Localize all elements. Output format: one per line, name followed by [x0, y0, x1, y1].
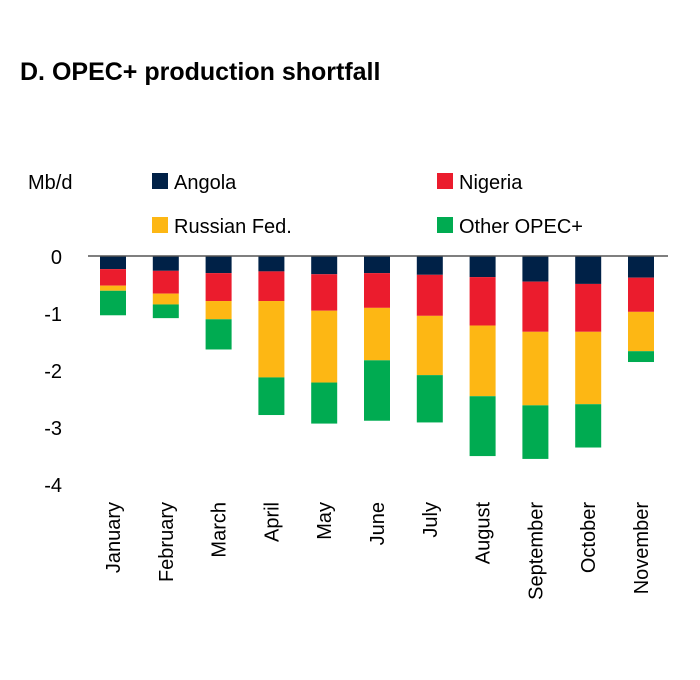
x-tick-label: November [631, 502, 653, 595]
x-tick-label: January [103, 502, 125, 573]
y-axis-ticks: 0 -1 -2 -3 -4 [44, 247, 62, 497]
x-tick-label: June [367, 502, 389, 545]
bar-nigeria-february [152, 270, 179, 294]
bar-nigeria-september [522, 281, 549, 332]
bar-other-opec--june [364, 360, 390, 421]
bar-nigeria-november [628, 277, 654, 312]
x-tick-label: February [156, 502, 178, 582]
bar-other-opec--october [575, 404, 602, 448]
y-axis-label: Mb/d [28, 172, 72, 194]
bar-angola-november [628, 256, 654, 278]
legend: Angola Nigeria Russian Fed. Other OPEC+ [152, 172, 583, 238]
bar-nigeria-april [258, 271, 285, 302]
x-tick-label: July [420, 502, 442, 538]
bars [100, 256, 654, 459]
bar-other-opec--april [258, 377, 285, 416]
legend-swatch [152, 173, 168, 189]
bar-other-opec--january [100, 290, 126, 316]
bar-russian-fed--may [311, 310, 338, 383]
bar-angola-may [311, 256, 338, 275]
bar-angola-april [258, 256, 285, 272]
legend-swatch [152, 217, 168, 233]
bar-russian-fed--august [469, 325, 496, 397]
bar-angola-october [575, 256, 602, 284]
bar-angola-january [100, 256, 126, 270]
legend-swatch [437, 173, 453, 189]
y-tick-label: -2 [44, 361, 62, 383]
x-tick-label: October [578, 502, 600, 573]
legend-label: Russian Fed. [174, 216, 292, 238]
bar-russian-fed--march [205, 301, 232, 320]
x-tick-label: August [473, 502, 495, 565]
bar-angola-september [522, 256, 549, 282]
legend-label: Angola [174, 172, 237, 194]
bar-angola-august [469, 256, 496, 278]
bar-nigeria-july [416, 274, 443, 316]
bar-other-opec--august [469, 396, 496, 457]
bar-other-opec--july [416, 375, 443, 423]
x-axis-labels: January February March April May June July Augu… [103, 502, 653, 600]
bar-angola-march [205, 256, 232, 274]
bar-russian-fed--january [100, 285, 126, 291]
bar-nigeria-october [575, 283, 602, 332]
chart-title: D. OPEC+ production shortfall [20, 58, 380, 86]
bar-russian-fed--april [258, 301, 285, 378]
y-tick-label: -3 [44, 418, 62, 440]
legend-label: Nigeria [459, 172, 523, 194]
y-tick-label: 0 [51, 247, 62, 269]
bar-nigeria-august [469, 277, 496, 326]
bar-russian-fed--february [152, 293, 179, 305]
bar-nigeria-march [205, 273, 232, 302]
x-tick-label: May [314, 502, 336, 540]
bar-russian-fed--october [575, 331, 602, 405]
bar-russian-fed--july [416, 315, 443, 376]
bar-nigeria-june [364, 273, 390, 308]
x-tick-label: September [525, 502, 547, 600]
y-tick-label: -1 [44, 304, 62, 326]
x-tick-label: April [261, 502, 283, 542]
bar-other-opec--november [628, 351, 654, 363]
bar-other-opec--february [152, 304, 179, 319]
legend-swatch [437, 217, 453, 233]
bar-russian-fed--september [522, 331, 549, 406]
y-tick-label: -4 [44, 475, 62, 497]
bar-angola-february [152, 256, 179, 271]
x-tick-label: March [209, 502, 231, 558]
bar-russian-fed--november [628, 311, 654, 352]
legend-label: Other OPEC+ [459, 216, 583, 238]
bar-nigeria-may [311, 274, 338, 311]
bar-other-opec--may [311, 382, 338, 424]
bar-angola-june [364, 256, 390, 274]
bar-other-opec--september [522, 405, 549, 459]
bar-nigeria-january [100, 269, 126, 286]
bar-other-opec--march [205, 319, 232, 350]
bar-russian-fed--june [364, 307, 390, 361]
bar-angola-july [416, 256, 443, 275]
